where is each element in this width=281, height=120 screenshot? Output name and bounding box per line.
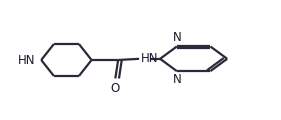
Text: HN: HN [18, 54, 35, 66]
Text: N: N [173, 31, 181, 44]
Text: HN: HN [140, 52, 158, 65]
Text: O: O [110, 82, 119, 95]
Text: N: N [173, 73, 181, 86]
